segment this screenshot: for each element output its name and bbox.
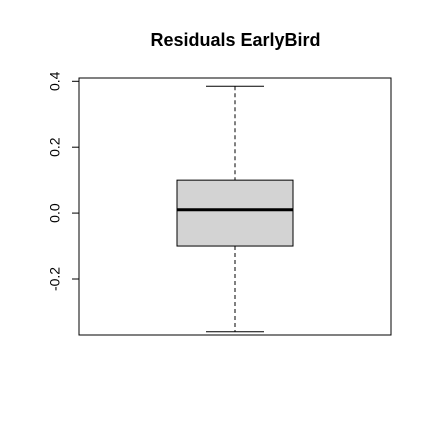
y-tick-label: 0.4: [47, 71, 63, 91]
iqr-box: [176, 179, 294, 247]
y-tick-label: -0.2: [47, 267, 63, 291]
y-tick-label: 0.2: [47, 137, 63, 157]
box-plot: [176, 85, 294, 333]
y-axis: -0.2 0.0 0.2 0.4: [47, 71, 80, 291]
chart-title: Residuals EarlyBird: [150, 30, 320, 50]
y-tick-label: 0.0: [47, 203, 63, 223]
